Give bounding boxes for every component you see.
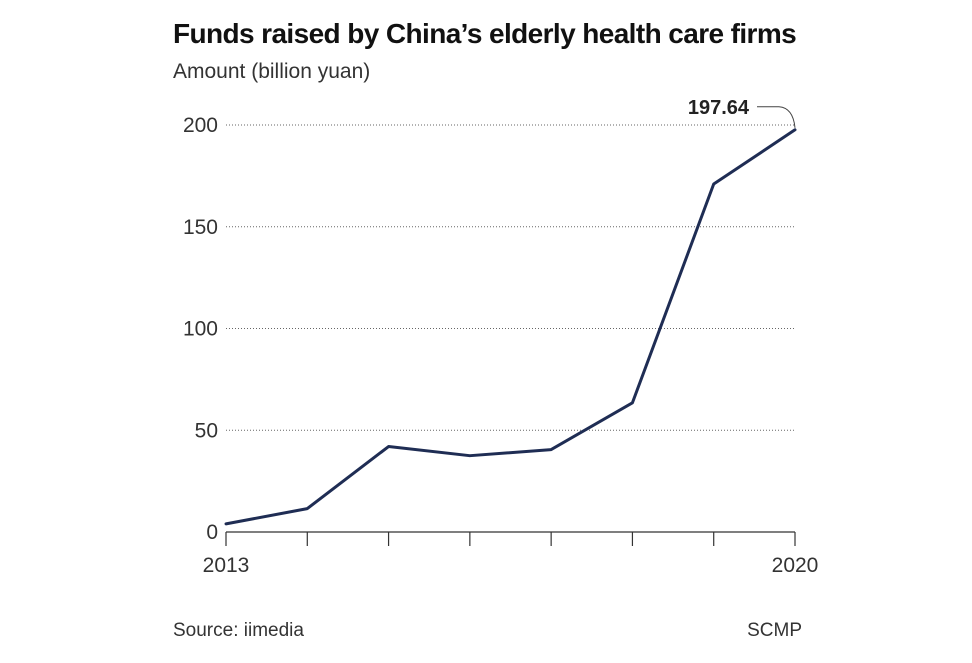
x-tick-label-2020: 2020 [772, 554, 819, 577]
y-axis-label: Amount (billion yuan) [173, 60, 371, 83]
chart-title: Funds raised by China’s elderly health c… [173, 18, 797, 49]
credit-note: SCMP [747, 620, 802, 641]
grid-lines [226, 124, 795, 431]
y-tick-label-100: 100 [183, 318, 218, 341]
annotation-layer: 197.64 [688, 97, 796, 128]
annotation-leader [757, 106, 796, 128]
x-tick-label-2013: 2013 [203, 554, 250, 577]
y-tick-label-200: 200 [183, 114, 218, 137]
source-note: Source: iimedia [173, 620, 304, 641]
y-tick-label-50: 50 [195, 419, 218, 442]
y-tick-label-150: 150 [183, 216, 218, 239]
x-axis: 2013 2020 [203, 531, 819, 577]
y-tick-labels: 0 50 100 150 200 [183, 114, 218, 544]
series-line-0 [224, 128, 797, 526]
annotation-label: 197.64 [688, 97, 750, 119]
series-layer [224, 128, 797, 526]
y-tick-label-0: 0 [206, 521, 218, 544]
